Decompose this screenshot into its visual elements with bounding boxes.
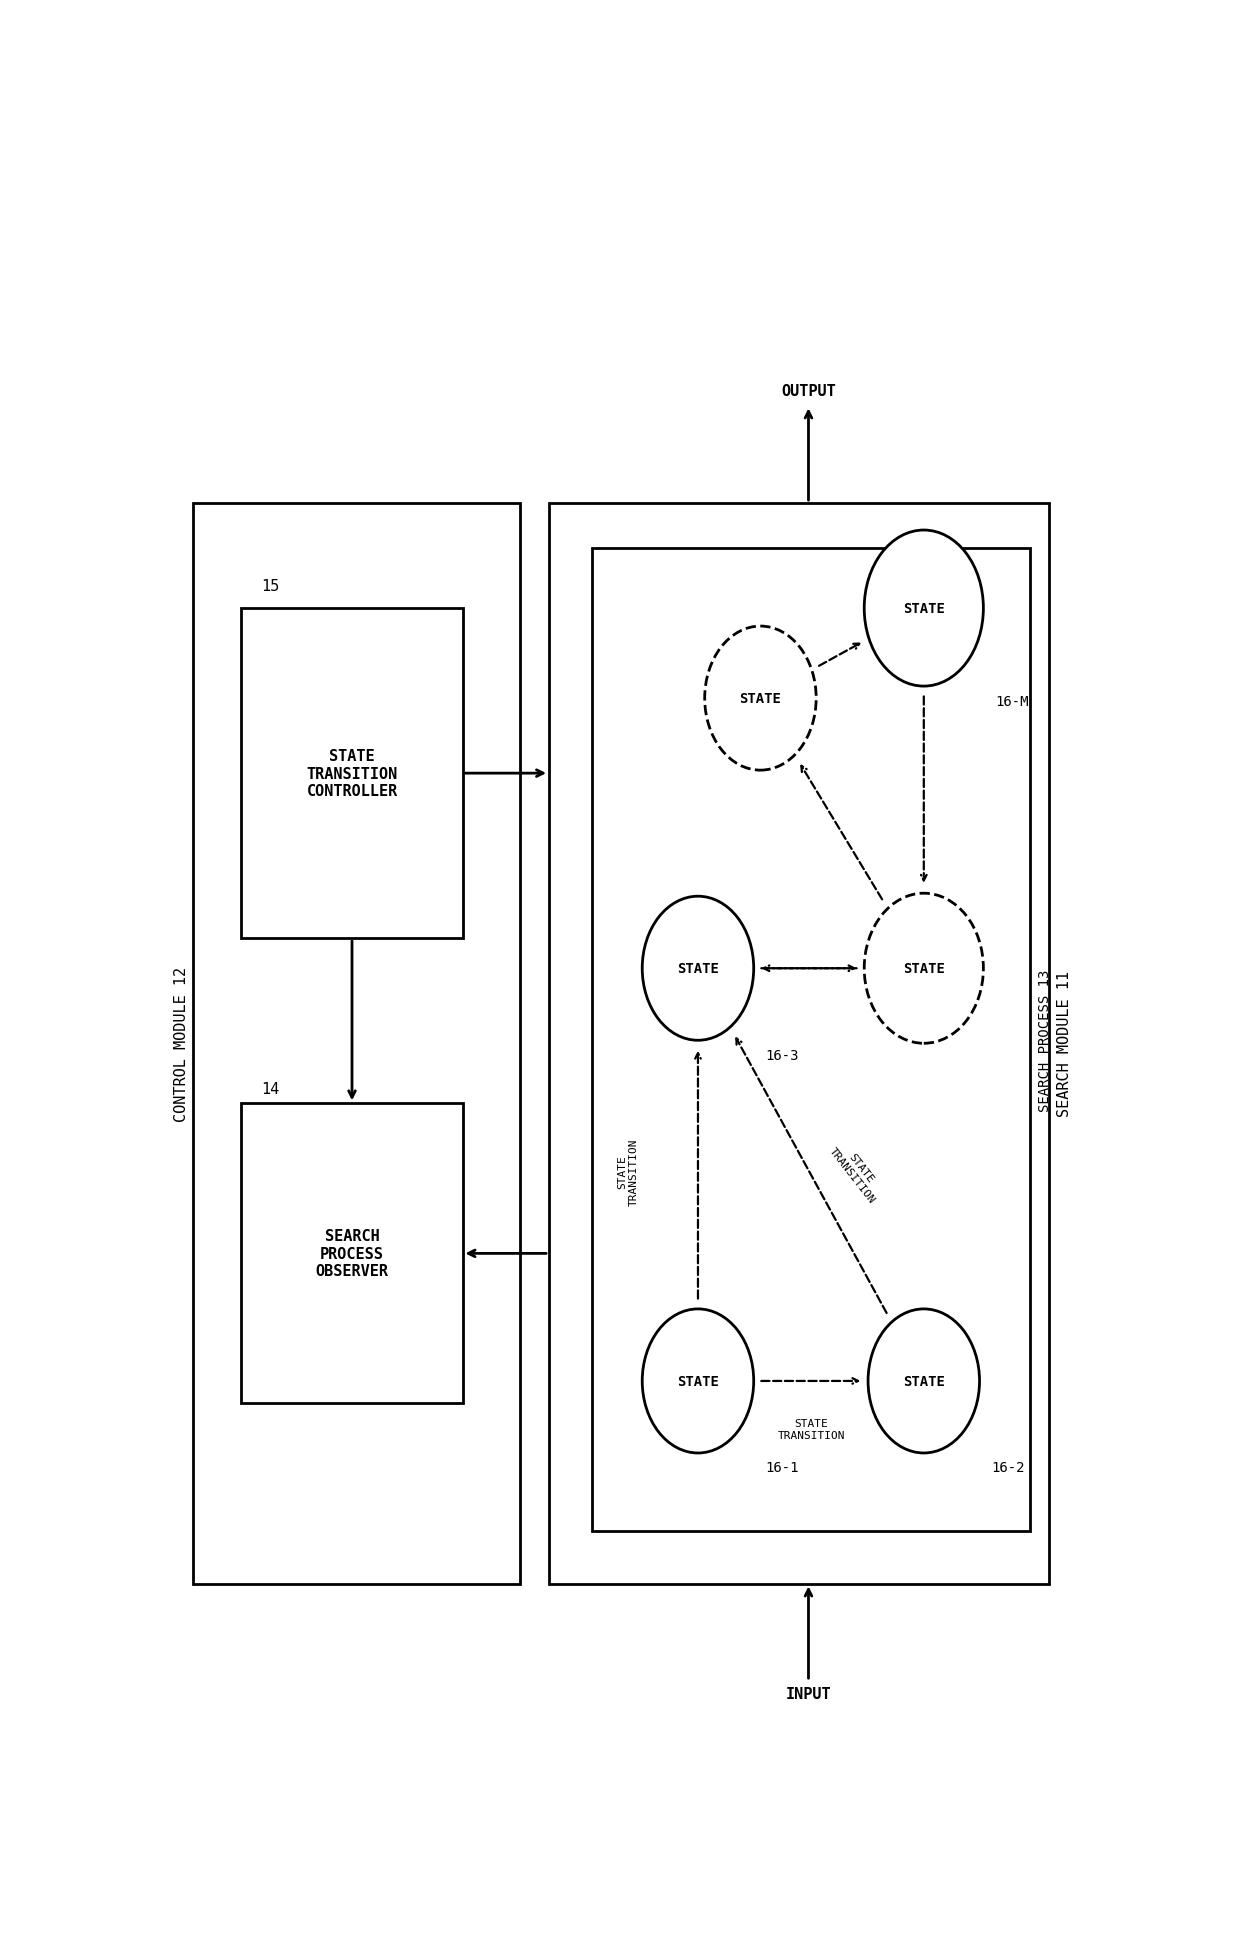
Text: STATE: STATE [903, 602, 945, 616]
Ellipse shape [864, 894, 983, 1044]
FancyBboxPatch shape [593, 549, 1029, 1531]
Text: OUTPUT: OUTPUT [781, 384, 836, 399]
Text: STATE: STATE [903, 962, 945, 976]
Text: 16-M: 16-M [994, 693, 1028, 709]
Ellipse shape [868, 1309, 980, 1453]
FancyBboxPatch shape [242, 1105, 463, 1405]
FancyBboxPatch shape [242, 608, 463, 939]
Ellipse shape [864, 530, 983, 688]
Text: STATE
TRANSITION: STATE TRANSITION [777, 1418, 846, 1440]
Text: STATE: STATE [903, 1373, 945, 1389]
Ellipse shape [704, 627, 816, 771]
Text: SEARCH PROCESS 13: SEARCH PROCESS 13 [1038, 968, 1052, 1110]
Text: 15: 15 [260, 579, 279, 594]
Ellipse shape [642, 1309, 754, 1453]
Text: STATE
TRANSITION
CONTROLLER: STATE TRANSITION CONTROLLER [306, 748, 398, 799]
Text: 16-3: 16-3 [765, 1048, 799, 1062]
Text: STATE: STATE [739, 692, 781, 705]
Text: STATE
TRANSITION: STATE TRANSITION [827, 1138, 885, 1204]
Text: STATE
TRANSITION: STATE TRANSITION [618, 1138, 639, 1206]
Text: CONTROL MODULE 12: CONTROL MODULE 12 [175, 966, 190, 1122]
Text: INPUT: INPUT [786, 1685, 831, 1701]
FancyBboxPatch shape [549, 505, 1049, 1584]
Text: 16-2: 16-2 [991, 1461, 1024, 1475]
Text: STATE: STATE [677, 962, 719, 976]
Text: 14: 14 [260, 1081, 279, 1097]
Text: STATE: STATE [677, 1373, 719, 1389]
Ellipse shape [642, 896, 754, 1040]
Text: 16-1: 16-1 [765, 1461, 799, 1475]
Text: SEARCH
PROCESS
OBSERVER: SEARCH PROCESS OBSERVER [315, 1229, 388, 1278]
FancyBboxPatch shape [193, 505, 521, 1584]
Text: SEARCH MODULE 11: SEARCH MODULE 11 [1056, 970, 1071, 1116]
